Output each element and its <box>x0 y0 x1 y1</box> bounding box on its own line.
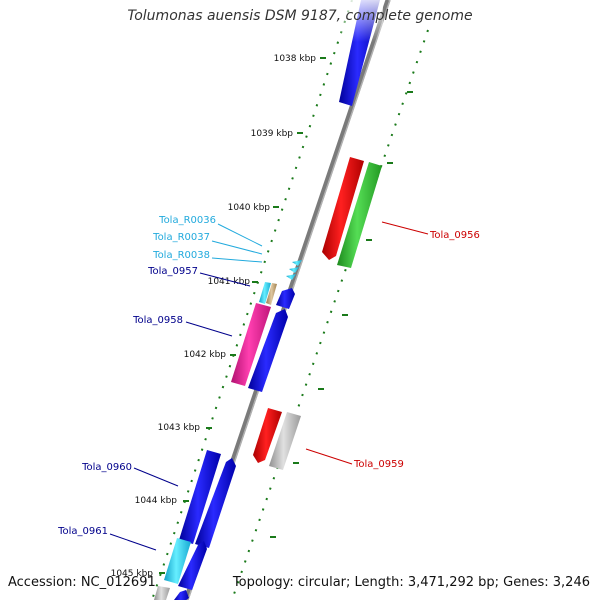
gene-label[interactable]: Tola_0960 <box>81 462 132 473</box>
genome-summary-text: Topology: circular; Length: 3,471,292 bp… <box>232 575 590 590</box>
gene-tola-0957[interactable] <box>259 282 271 304</box>
left-dotted-track <box>151 0 353 600</box>
accession-text: Accession: NC_012691 <box>8 575 156 590</box>
scale-tick-label: 1044 kbp <box>135 496 178 506</box>
gene-label[interactable]: Tola_0961 <box>57 526 108 537</box>
scale-tick-label: 1040 kbp <box>228 203 271 213</box>
gene-tola-r0038[interactable] <box>286 274 296 280</box>
gene-features <box>154 0 383 600</box>
right-track-ticks <box>270 91 413 538</box>
gene-label[interactable]: Tola_R0038 <box>152 250 210 261</box>
gene-tola-0961[interactable] <box>164 538 191 584</box>
gene-green[interactable] <box>337 162 382 268</box>
gene-tola-0960[interactable] <box>179 450 221 544</box>
right-dotted-track <box>231 29 429 600</box>
gene-label[interactable]: Tola_0958 <box>132 315 183 326</box>
gene-label[interactable]: Tola_0959 <box>353 459 404 470</box>
scale-tick-label: 1039 kbp <box>251 129 294 139</box>
gene-tola-r0037[interactable] <box>289 267 299 273</box>
gene-tola-0959[interactable] <box>269 412 301 470</box>
gene-tola-0956[interactable] <box>322 157 364 260</box>
gene-label[interactable]: Tola_0956 <box>429 230 480 241</box>
map-title: Tolumonas auensis DSM 9187, complete gen… <box>127 8 473 24</box>
gene-label[interactable]: Tola_R0037 <box>152 232 210 243</box>
label-leader-lines <box>109 221 429 551</box>
gene-blue-small[interactable] <box>276 288 295 309</box>
scale-tick-label: 1045 kbp <box>111 569 154 579</box>
scale-tick-label: 1043 kbp <box>158 423 201 433</box>
gene-bottom-blue[interactable] <box>174 590 189 600</box>
gene-blue-0960b[interactable] <box>195 458 236 548</box>
scale-tick-label: 1042 kbp <box>184 350 227 360</box>
gene-tan[interactable] <box>266 283 277 305</box>
gene-tola-0959-red[interactable] <box>253 408 282 463</box>
gene-label[interactable]: Tola_0957 <box>147 266 198 277</box>
gene-blue-0958[interactable] <box>248 309 288 392</box>
gene-label[interactable]: Tola_R0036 <box>158 215 216 226</box>
gene-bottom-gray[interactable] <box>154 586 170 600</box>
scale-tick-label: 1041 kbp <box>208 277 251 287</box>
scale-tick-label: 1038 kbp <box>274 54 317 64</box>
scale-tick-marks <box>159 57 326 574</box>
gene-tola-r0036[interactable] <box>292 260 302 266</box>
gene-blue-0961b[interactable] <box>178 541 207 590</box>
gene-tola-0958[interactable] <box>231 303 271 386</box>
